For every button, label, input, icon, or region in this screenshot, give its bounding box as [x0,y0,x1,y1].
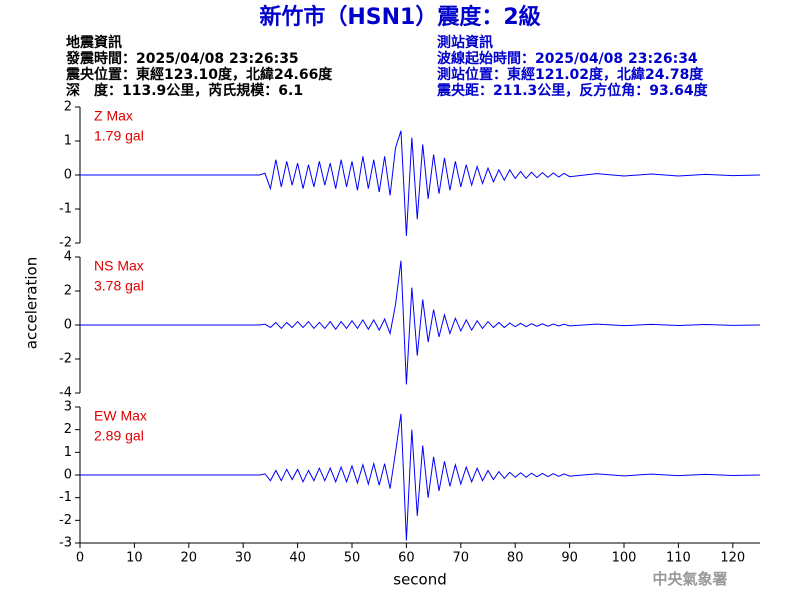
station-info: 測站資訊 [437,34,493,51]
x-tick-label: 30 [235,551,252,566]
x-tick-label: 70 [453,551,470,566]
y-tick-label: 2 [64,422,72,437]
station-info: 震央距：211.3公里，反方位角：93.64度 [436,82,709,99]
x-tick-label: 90 [561,551,578,566]
event-info: 地震資訊 [66,34,122,51]
x-tick-label: 120 [720,551,745,566]
annotation: EW Max [94,408,147,424]
y-tick-label: -2 [59,236,72,251]
waveform [80,130,761,236]
y-axis-label: acceleration [23,257,41,349]
y-tick-label: -2 [59,513,72,528]
annotation: NS Max [94,258,144,274]
y-tick-label: -1 [59,490,72,505]
y-tick-label: 1 [64,134,72,149]
y-tick-label: 0 [64,318,72,333]
y-tick-label: 0 [64,468,72,483]
annotation: Z Max [94,108,133,124]
annotation: 1.79 gal [94,128,144,144]
x-tick-label: 10 [126,551,143,566]
y-tick-label: 3 [64,400,72,415]
footer: 中央氣象署 [652,570,727,588]
y-tick-label: 2 [64,100,72,115]
x-tick-label: 20 [181,551,198,566]
x-tick-label: 110 [666,551,691,566]
x-tick-label: 40 [289,551,306,566]
annotation: 3.78 gal [94,278,144,294]
x-tick-label: 100 [612,551,637,566]
chart-title: 新竹市（HSN1）震度：2級 [259,4,540,30]
y-tick-label: 4 [64,250,72,265]
station-info: 波線起始時間：2025/04/08 23:26:34 [437,50,698,67]
event-info: 發震時間：2025/04/08 23:26:35 [65,50,299,67]
y-tick-label: 1 [64,445,72,460]
waveform [80,413,761,541]
x-axis-label: second [393,571,447,589]
x-tick-label: 60 [398,551,415,566]
y-tick-label: 2 [64,284,72,299]
x-tick-label: 0 [76,551,84,566]
x-tick-label: 50 [344,551,361,566]
annotation: 2.89 gal [94,428,144,444]
y-tick-label: 0 [64,168,72,183]
y-tick-label: -3 [59,536,72,551]
x-tick-label: 80 [507,551,524,566]
event-info: 深 度：113.9公里，芮氏規模：6.1 [66,82,303,99]
y-tick-label: -4 [59,386,72,401]
y-tick-label: -1 [59,202,72,217]
waveform [80,260,761,385]
event-info: 震央位置：東經123.10度，北緯24.66度 [65,66,333,83]
y-tick-label: -2 [59,352,72,367]
station-info: 測站位置：東經121.02度，北緯24.78度 [437,66,704,83]
